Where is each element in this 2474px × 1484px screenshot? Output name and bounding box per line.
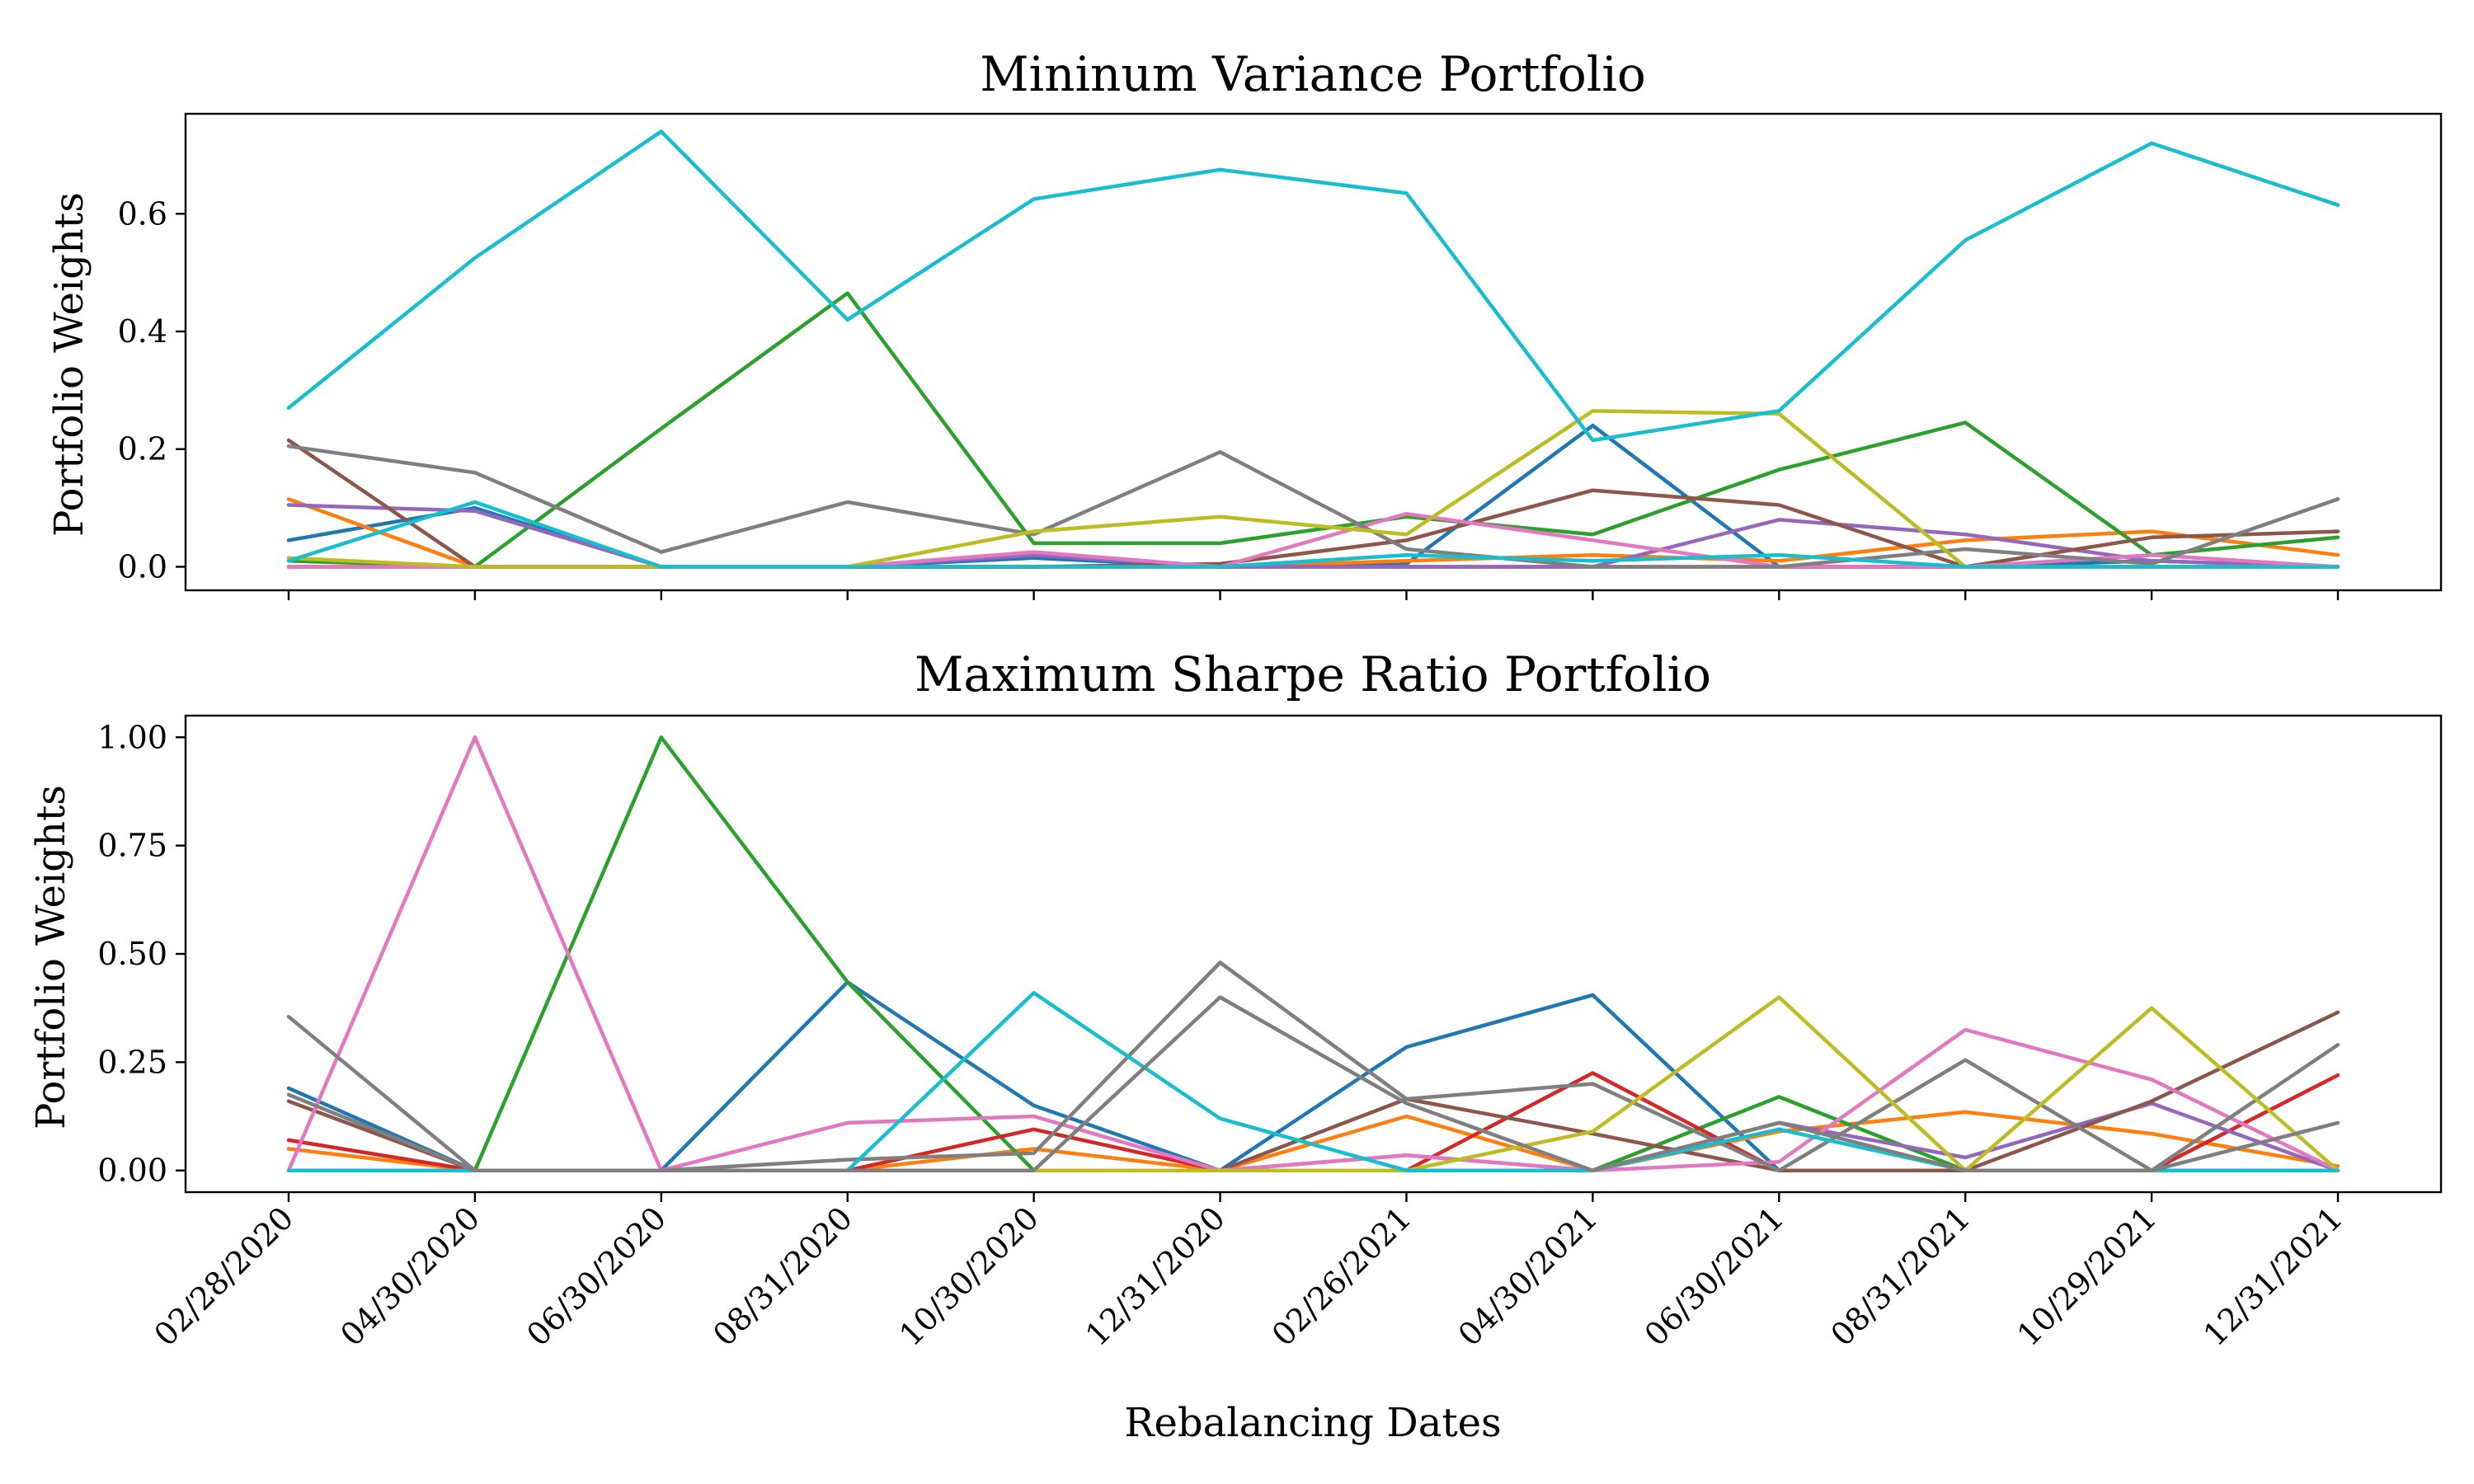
min-variance-y-tick-label: 0.2 — [118, 431, 167, 467]
min-variance-series-line-3 — [286, 291, 2340, 569]
min-variance-panel: Mininum Variance Portfolio Portfolio Wei… — [46, 46, 2443, 600]
min-variance-y-tick-label: 0.6 — [118, 195, 167, 232]
max-sharpe-y-tick-label: 0.00 — [97, 1153, 167, 1189]
min-variance-x-ticks — [287, 590, 2340, 600]
min-variance-plot-frame — [184, 112, 2443, 592]
max-sharpe-series-layer — [286, 735, 2340, 1172]
max-sharpe-series-line-7 — [286, 735, 2340, 1172]
min-variance-series-line-11 — [286, 500, 2340, 569]
max-sharpe-y-tick-label: 0.50 — [97, 936, 167, 972]
max-sharpe-y-tick-label: 0.75 — [97, 828, 167, 864]
min-variance-y-ticks: 0.0 0.2 0.4 0.6 — [118, 195, 186, 585]
max-sharpe-x-axis-label: Rebalancing Dates — [1124, 1400, 1501, 1446]
max-sharpe-y-axis-label: Portfolio Weights — [28, 785, 74, 1129]
min-variance-y-tick-label: 0.4 — [118, 313, 167, 350]
max-sharpe-plot-frame — [184, 714, 2443, 1194]
max-sharpe-title: Maximum Sharpe Ratio Portfolio — [915, 646, 1711, 702]
min-variance-title: Mininum Variance Portfolio — [980, 46, 1646, 102]
max-sharpe-y-ticks: 0.00 0.25 0.50 0.75 1.00 — [97, 719, 186, 1189]
min-variance-series-layer — [286, 129, 2340, 569]
min-variance-series-line-10 — [286, 129, 2340, 443]
max-sharpe-y-tick-label: 1.00 — [97, 719, 167, 755]
max-sharpe-y-tick-label: 0.25 — [97, 1044, 167, 1080]
max-sharpe-series-line-11 — [286, 995, 2340, 1172]
min-variance-y-tick-label: 0.0 — [118, 548, 167, 585]
min-variance-series-line-8 — [286, 444, 2340, 569]
min-variance-y-axis-label: Portfolio Weights — [46, 192, 92, 537]
